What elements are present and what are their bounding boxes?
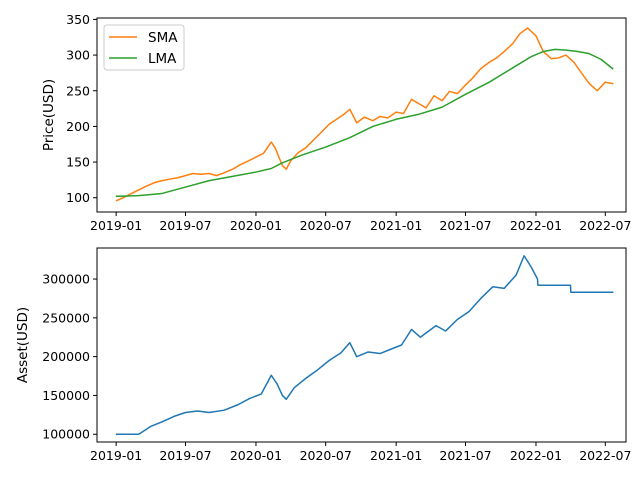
- price-x-tick-label: 2021-01: [370, 218, 422, 233]
- price-y-axis: 100 150 200 250 300 350: [66, 12, 97, 205]
- price-x-tick-label: 2022-01: [510, 218, 562, 233]
- legend-lma-label: LMA: [148, 51, 177, 67]
- asset-x-tick-label: 2019-07: [159, 448, 211, 463]
- price-plot-frame: [96, 17, 627, 213]
- price-x-tick-label: 2022-07: [579, 218, 631, 233]
- asset-y-tick-label: 100000: [42, 427, 90, 442]
- price-y-axis-label: Price(USD): [41, 79, 57, 151]
- asset-series-asset-line: [115, 255, 614, 435]
- price-x-tick-label: 2019-01: [90, 218, 142, 233]
- price-y-tick-label: 350: [66, 12, 90, 27]
- asset-chart: 2019-01 2019-07 2020-01 2020-07 2021-01 2021-…: [15, 247, 631, 463]
- legend-sma-label: SMA: [148, 30, 178, 46]
- asset-x-tick-label: 2022-01: [510, 448, 562, 463]
- price-y-tick-label: 300: [66, 48, 90, 63]
- price-series-group: [115, 27, 614, 202]
- price-series-lma-line: [115, 48, 614, 198]
- asset-y-axis-label: Asset(USD): [15, 307, 31, 383]
- price-x-tick-label: 2020-01: [230, 218, 282, 233]
- price-x-tick-label: 2021-07: [439, 218, 491, 233]
- price-y-tick-label: 250: [66, 83, 90, 98]
- asset-y-tick-label: 300000: [42, 272, 90, 287]
- price-chart: 2019-01 2019-07 2020-01 2020-07 2021-01 2021-…: [41, 12, 631, 233]
- price-x-tick-label: 2019-07: [159, 218, 211, 233]
- price-legend: SMA LMA: [103, 24, 185, 71]
- asset-plot-frame: [96, 247, 627, 443]
- asset-y-tick-label: 250000: [42, 310, 90, 325]
- asset-series-group: [115, 255, 614, 435]
- asset-x-tick-label: 2020-07: [300, 448, 352, 463]
- asset-y-tick-label: 200000: [42, 349, 90, 364]
- asset-x-tick-label: 2022-07: [579, 448, 631, 463]
- asset-y-tick-label: 150000: [42, 388, 90, 403]
- price-y-tick-label: 100: [66, 190, 90, 205]
- price-y-tick-label: 150: [66, 155, 90, 170]
- asset-x-tick-label: 2021-01: [370, 448, 422, 463]
- price-y-tick-label: 200: [66, 119, 90, 134]
- asset-x-tick-label: 2019-01: [90, 448, 142, 463]
- price-x-axis: 2019-01 2019-07 2020-01 2020-07 2021-01 2021-…: [90, 212, 631, 233]
- asset-x-tick-label: 2020-01: [230, 448, 282, 463]
- asset-y-axis: 100000 150000 200000 250000 300000: [42, 272, 97, 442]
- asset-x-axis: 2019-01 2019-07 2020-01 2020-07 2021-01 2021-…: [90, 442, 631, 463]
- asset-x-tick-label: 2021-07: [439, 448, 491, 463]
- price-x-tick-label: 2020-07: [300, 218, 352, 233]
- price-series-sma-line: [115, 27, 614, 202]
